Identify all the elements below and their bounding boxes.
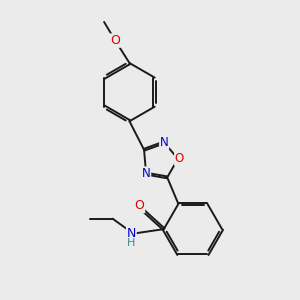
Text: O: O [135,200,145,212]
Text: H: H [127,238,136,248]
Text: N: N [160,136,169,149]
Text: O: O [110,34,120,47]
Text: N: N [127,227,136,240]
Text: O: O [175,152,184,165]
Text: N: N [142,167,151,180]
